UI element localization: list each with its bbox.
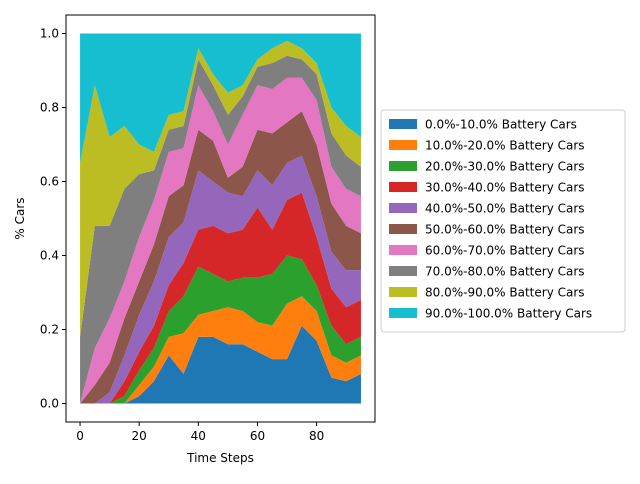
area-series-0-0-10-0-battery-cars bbox=[80, 325, 361, 404]
legend-swatch bbox=[389, 308, 417, 318]
area-series-30-0-40-0-battery-cars bbox=[80, 192, 361, 404]
legend-swatch bbox=[389, 203, 417, 213]
legend-swatch bbox=[389, 266, 417, 276]
legend-swatch bbox=[389, 119, 417, 129]
axes-frame bbox=[65, 14, 376, 423]
x-axis-ticks: 0 20 40 60 80 bbox=[76, 422, 324, 443]
legend: 0.0%-10.0% Battery Cars 10.0%-20.0% Batte… bbox=[380, 109, 626, 333]
legend-label: 60.0%-70.0% Battery Cars bbox=[425, 244, 585, 258]
y-tick-label: 1.0 bbox=[40, 27, 59, 41]
legend-label: 30.0%-40.0% Battery Cars bbox=[425, 181, 585, 195]
y-axis-label: % Cars bbox=[13, 197, 27, 239]
area-series-80-0-90-0-battery-cars bbox=[80, 40, 361, 337]
area-series-50-0-60-0-battery-cars bbox=[80, 111, 361, 404]
legend-swatch bbox=[389, 161, 417, 171]
y-tick-label: 0.2 bbox=[40, 323, 59, 337]
area-series-10-0-20-0-battery-cars bbox=[80, 296, 361, 404]
y-axis-ticks: 0.0 0.2 0.4 0.6 0.8 1.0 bbox=[40, 27, 66, 411]
legend-box bbox=[380, 109, 626, 333]
legend-label: 50.0%-60.0% Battery Cars bbox=[425, 223, 585, 237]
area-series-70-0-80-0-battery-cars bbox=[80, 55, 361, 404]
legend-swatch bbox=[389, 140, 417, 150]
legend-label: 40.0%-50.0% Battery Cars bbox=[425, 202, 585, 216]
x-axis-label: Time Steps bbox=[186, 451, 254, 465]
x-tick-label: 0 bbox=[76, 429, 84, 443]
legend-label: 0.0%-10.0% Battery Cars bbox=[425, 118, 577, 132]
legend-label: 10.0%-20.0% Battery Cars bbox=[425, 139, 585, 153]
x-tick-label: 80 bbox=[309, 429, 324, 443]
area-layer bbox=[80, 33, 361, 404]
area-series-20-0-30-0-battery-cars bbox=[80, 255, 361, 404]
legend-swatch bbox=[389, 224, 417, 234]
legend-swatch bbox=[389, 287, 417, 297]
x-tick-label: 20 bbox=[132, 429, 147, 443]
x-tick-label: 60 bbox=[250, 429, 265, 443]
y-tick-label: 0.8 bbox=[40, 101, 59, 115]
legend-swatch bbox=[389, 182, 417, 192]
area-series-40-0-50-0-battery-cars bbox=[80, 155, 361, 404]
legend-label: 70.0%-80.0% Battery Cars bbox=[425, 265, 585, 279]
y-tick-label: 0.4 bbox=[40, 249, 59, 263]
legend-label: 20.0%-30.0% Battery Cars bbox=[425, 160, 585, 174]
x-tick-label: 40 bbox=[191, 429, 206, 443]
y-tick-label: 0.6 bbox=[40, 175, 59, 189]
area-series-90-0-100-0-battery-cars bbox=[80, 33, 361, 163]
legend-label: 80.0%-90.0% Battery Cars bbox=[425, 286, 585, 300]
legend-swatch bbox=[389, 245, 417, 255]
legend-label: 90.0%-100.0% Battery Cars bbox=[425, 307, 592, 321]
y-tick-label: 0.0 bbox=[40, 397, 59, 411]
area-series-60-0-70-0-battery-cars bbox=[80, 77, 361, 404]
